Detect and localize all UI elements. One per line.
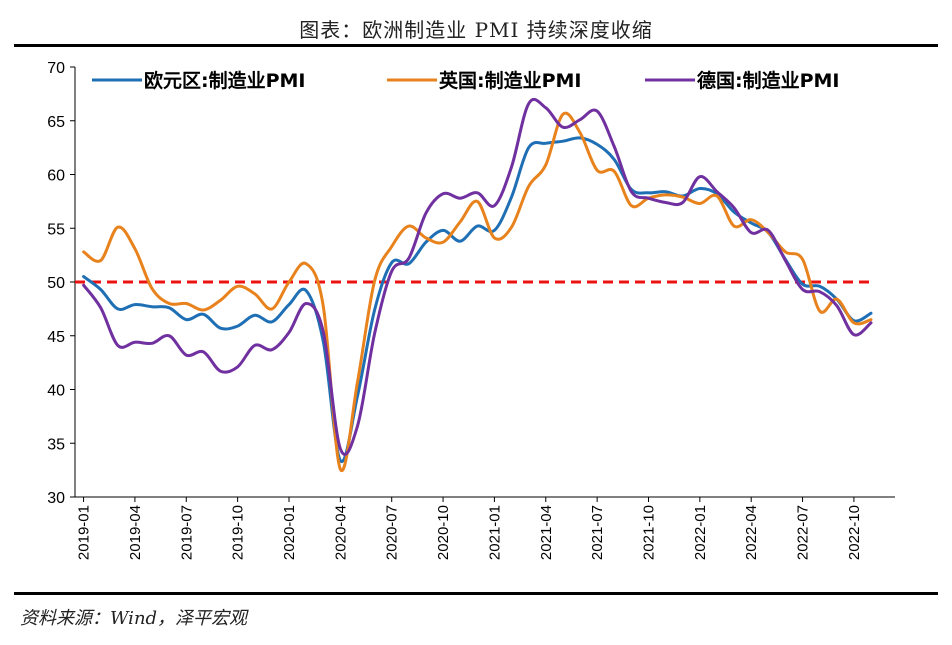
y-tick-label: 55 [47,221,65,238]
source-note: 资料来源：Wind，泽平宏观 [20,608,248,629]
x-tick-label: 2019-07 [178,505,195,560]
y-tick-label: 65 [47,114,65,131]
y-tick-label: 50 [47,275,65,292]
legend-label-uk: 英国:制造业PMI [439,69,582,92]
chart-title: 图表：欧洲制造业 PMI 持续深度收缩 [299,18,653,42]
x-tick-label: 2020-07 [384,505,401,560]
series-line-germany [82,98,873,456]
x-tick-label: 2019-10 [230,505,247,560]
legend-label-eurozone: 欧元区:制造业PMI [144,69,306,92]
y-tick-label: 30 [47,490,65,507]
x-tick-label: 2020-01 [281,505,298,560]
x-tick-label: 2022-01 [692,505,709,560]
x-tick-label: 2021-04 [538,505,555,560]
series-line-eurozone [82,136,873,464]
x-tick-label: 2021-10 [640,505,657,560]
x-tick-label: 2020-10 [435,505,452,560]
y-tick-label: 70 [47,60,65,77]
x-tick-label: 2022-04 [743,505,760,560]
y-tick-label: 45 [47,329,65,346]
bottom-rule [14,592,938,595]
series-line-uk [82,111,873,473]
x-tick-label: 2021-07 [589,505,606,560]
x-tick-label: 2019-01 [76,505,93,560]
y-tick-label: 40 [47,383,65,400]
x-tick-label: 2020-04 [332,505,349,560]
top-rule [14,44,938,47]
x-tick-label: 2022-10 [846,505,863,560]
y-tick-label: 35 [47,436,65,453]
y-tick-label: 60 [47,168,65,185]
x-tick-label: 2021-01 [486,505,503,560]
x-tick-label: 2019-04 [127,505,144,560]
legend-label-germany: 德国:制造业PMI [697,69,840,92]
x-tick-label: 2022-07 [795,505,812,560]
